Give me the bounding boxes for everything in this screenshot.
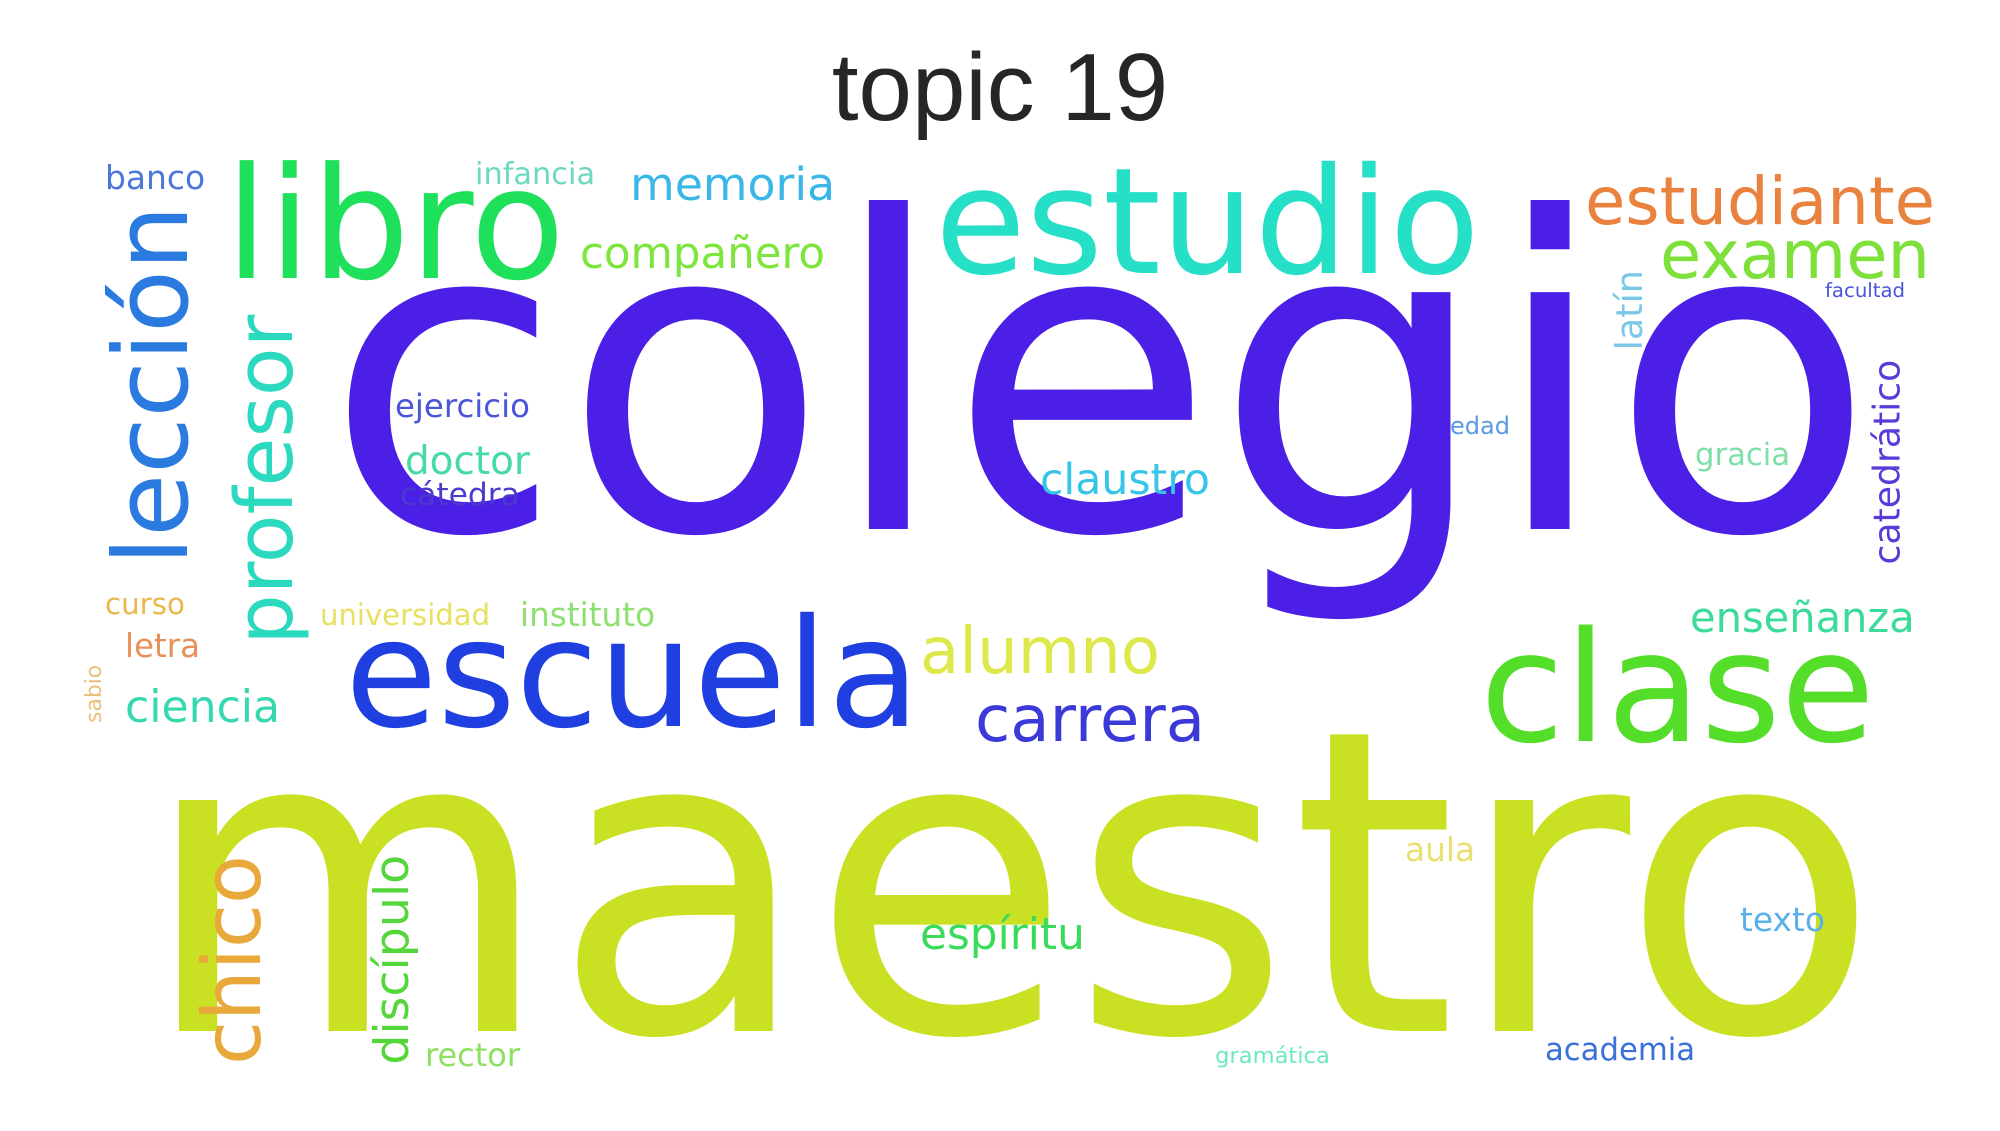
word-curso: curso xyxy=(105,587,185,622)
word-facultad: facultad xyxy=(1825,279,1906,303)
word-aula: aula xyxy=(1405,830,1476,869)
word-estudiante: estudiante xyxy=(1585,163,1936,240)
word-texto: texto xyxy=(1740,899,1826,939)
word-carrera: carrera xyxy=(975,681,1206,757)
word-gracia: gracia xyxy=(1695,437,1791,473)
word-examen: examen xyxy=(1660,215,1931,294)
word-alumno: alumno xyxy=(920,615,1160,690)
word-claustro: claustro xyxy=(1040,455,1210,506)
word-escuela: escuela xyxy=(345,586,920,762)
word-profesor: profesor xyxy=(218,314,312,645)
word-maestro: maestro xyxy=(140,638,1880,1131)
word-banco: banco xyxy=(105,157,206,197)
word-academia: academia xyxy=(1545,1032,1696,1068)
word-catedra: cátedra xyxy=(400,477,520,514)
word-universidad: universidad xyxy=(320,597,491,632)
word-chico: chico xyxy=(185,854,279,1066)
word-letra: letra xyxy=(125,626,201,665)
word-ciencia: ciencia xyxy=(125,681,281,733)
word-cloud: colegio maestro escuela clase estudio li… xyxy=(82,127,1936,1131)
chart-title: topic 19 xyxy=(831,34,1169,141)
word-ensenanza: enseñanza xyxy=(1690,593,1915,643)
word-rector: rector xyxy=(425,1036,521,1074)
word-espiritu: espíritu xyxy=(920,909,1085,961)
word-memoria: memoria xyxy=(630,157,836,212)
word-clase: clase xyxy=(1480,600,1875,779)
word-colegio: colegio xyxy=(325,127,1876,632)
word-doctor: doctor xyxy=(405,439,530,484)
word-companero: compañero xyxy=(580,229,826,280)
word-estudio: estudio xyxy=(935,135,1480,308)
word-gramatica: gramática xyxy=(1215,1042,1330,1069)
word-instituto: instituto xyxy=(520,595,656,634)
word-leccion: lección xyxy=(92,204,212,565)
word-libro: libro xyxy=(225,134,566,316)
word-ejercicio: ejercicio xyxy=(395,386,530,425)
word-discipulo: discípulo xyxy=(364,854,420,1065)
word-catedratico: catedrático xyxy=(1865,360,1909,565)
word-infancia: infancia xyxy=(475,156,596,192)
word-edad: edad xyxy=(1450,412,1510,440)
word-sabio: sabio xyxy=(82,664,108,723)
word-latin: latín xyxy=(1607,269,1651,351)
